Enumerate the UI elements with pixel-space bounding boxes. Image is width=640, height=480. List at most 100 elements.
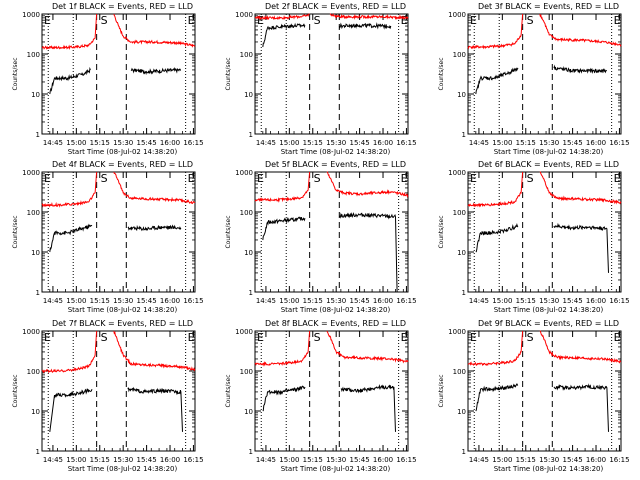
x-tick-label: 16:15 [396, 297, 416, 305]
lld-series-line [113, 171, 196, 205]
y-tick-label: 1000 [235, 11, 253, 19]
events-series-line [49, 223, 93, 253]
plot-frame [41, 330, 196, 452]
x-tick-label: 15:30 [539, 297, 559, 305]
events-series-line [262, 22, 306, 48]
x-tick-label: 16:00 [586, 456, 606, 464]
x-tick-label: 16:00 [373, 139, 393, 147]
x-tick-label: 15:15 [516, 456, 536, 464]
x-tick-label: 16:15 [396, 139, 416, 147]
events-series-line [262, 216, 306, 241]
lld-series-line [41, 13, 98, 50]
lld-series-line [326, 171, 409, 198]
x-tick-label: 16:00 [586, 139, 606, 147]
x-tick-label: 16:00 [160, 139, 180, 147]
lld-series-line [254, 171, 311, 203]
x-tick-label: 16:00 [160, 456, 180, 464]
x-tick-label: 15:30 [113, 456, 133, 464]
x-tick-label: 14:45 [469, 456, 489, 464]
y-tick-label: 10 [31, 249, 40, 257]
panel-title: Det 3f BLACK = Events, RED = LLD [478, 2, 619, 11]
y-tick-label: 100 [453, 51, 466, 59]
x-axis-label: Start Time (08-Jul-02 14:38:20) [68, 306, 178, 314]
x-tick-label: 15:30 [539, 139, 559, 147]
marker-label-saa: S [101, 331, 108, 344]
y-tick-label: 1 [249, 289, 253, 297]
y-tick-label: 10 [457, 408, 466, 416]
x-axis-label: Start Time (08-Jul-02 14:38:20) [494, 306, 604, 314]
x-axis-label: Start Time (08-Jul-02 14:38:20) [281, 465, 391, 473]
panel-title: Det 9f BLACK = Events, RED = LLD [478, 319, 619, 328]
y-axis-label: Counts/sec [225, 374, 232, 407]
marker-label-start: E [44, 331, 51, 344]
marker-label-end: E [614, 14, 621, 27]
x-tick-label: 15:45 [563, 456, 583, 464]
y-tick-label: 1000 [448, 328, 466, 336]
x-tick-label: 15:45 [350, 297, 370, 305]
y-tick-label: 1 [462, 289, 466, 297]
plot-frame [467, 330, 622, 452]
events-series-line [127, 386, 183, 432]
x-tick-label: 16:00 [586, 297, 606, 305]
detector-panel-4: Det 4f BLACK = Events, RED = LLD 1 10 100 10… [12, 160, 204, 314]
x-tick-label: 15:30 [539, 456, 559, 464]
lld-series-line [539, 330, 621, 364]
y-tick-label: 100 [240, 209, 253, 217]
detector-panel-2: Det 2f BLACK = Events, RED = LLD 1 10 100 10… [225, 2, 417, 156]
x-tick-label: 15:15 [90, 297, 110, 305]
x-tick-label: 15:15 [516, 139, 536, 147]
y-tick-label: 100 [453, 209, 466, 217]
y-tick-label: 10 [457, 249, 466, 257]
x-tick-label: 15:15 [90, 456, 110, 464]
x-tick-label: 14:45 [256, 297, 276, 305]
x-axis-label: Start Time (08-Jul-02 14:38:20) [281, 148, 391, 156]
marker-label-end: E [614, 172, 621, 185]
y-tick-label: 1 [249, 131, 253, 139]
panel-title: Det 6f BLACK = Events, RED = LLD [478, 160, 619, 169]
y-tick-label: 1000 [22, 11, 40, 19]
marker-label-start: E [257, 331, 264, 344]
x-tick-label: 15:00 [66, 297, 86, 305]
x-tick-label: 14:45 [469, 139, 489, 147]
marker-label-start: E [257, 14, 264, 27]
lld-series-line [254, 330, 311, 367]
events-series-line [475, 222, 519, 253]
x-tick-label: 14:45 [43, 456, 63, 464]
marker-label-saa: S [101, 14, 108, 27]
panel-title: Det 1f BLACK = Events, RED = LLD [52, 2, 193, 11]
x-axis-label: Start Time (08-Jul-02 14:38:20) [494, 465, 604, 473]
lld-series-line [467, 330, 524, 367]
detector-panel-3: Det 3f BLACK = Events, RED = LLD 1 10 100 10… [438, 2, 630, 156]
y-tick-label: 1 [462, 131, 466, 139]
detector-panel-9: Det 9f BLACK = Events, RED = LLD 1 10 100 10… [438, 319, 630, 473]
marker-label-saa: S [527, 172, 534, 185]
x-tick-label: 16:00 [373, 297, 393, 305]
x-tick-label: 16:15 [609, 297, 629, 305]
x-tick-label: 15:15 [90, 139, 110, 147]
x-tick-label: 16:15 [183, 139, 203, 147]
y-axis-label: Counts/sec [12, 215, 19, 248]
marker-label-end: E [401, 331, 408, 344]
x-tick-label: 15:30 [326, 297, 346, 305]
x-tick-label: 15:00 [492, 297, 512, 305]
x-tick-label: 15:00 [66, 139, 86, 147]
y-tick-label: 1000 [448, 169, 466, 177]
marker-label-end: E [401, 14, 408, 27]
x-tick-label: 14:45 [43, 297, 63, 305]
events-series-line [262, 385, 306, 412]
events-series-line [553, 222, 609, 273]
plot-frame [41, 171, 196, 293]
detector-panel-1: Det 1f BLACK = Events, RED = LLD 1 10 100 10… [12, 2, 204, 156]
marker-label-saa: S [527, 14, 534, 27]
x-tick-label: 15:00 [492, 456, 512, 464]
plot-frame [467, 13, 622, 135]
x-tick-label: 16:00 [373, 456, 393, 464]
lld-series-line [329, 13, 409, 21]
marker-label-start: E [470, 331, 477, 344]
marker-label-end: E [188, 172, 195, 185]
marker-label-start: E [257, 172, 264, 185]
y-tick-label: 100 [27, 51, 40, 59]
marker-label-end: E [401, 172, 408, 185]
x-tick-label: 15:30 [326, 139, 346, 147]
